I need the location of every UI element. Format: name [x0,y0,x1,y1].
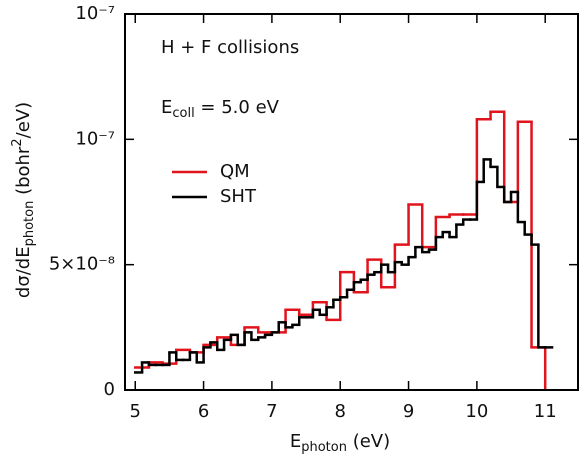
annotation: H + F collisions [161,37,299,58]
x-tick-label: 11 [534,401,557,422]
x-label-part: (eV) [347,431,390,452]
y-tick-label: 10⁻⁷ [75,3,115,24]
legend-label: QM [220,161,250,182]
x-tick-label: 9 [403,401,414,422]
x-tick-label: 10 [465,401,488,422]
plot-frame [124,13,579,391]
y-label-part: (bohr [13,146,34,201]
annotation-sub: coll [172,106,194,121]
annotation-part: = 5.0 eV [195,97,280,118]
x-tick-label: 8 [334,401,345,422]
y-tick-label: 5×10⁻⁸ [49,254,115,275]
x-tick-label: 7 [266,401,277,422]
x-label-part: E [290,431,301,452]
y-label-sup: 2 [10,138,25,146]
y-tick-label: 0 [104,379,115,400]
annotation: Ecoll = 5.0 eV [161,97,280,121]
y-label-part: /eV) [13,102,34,138]
y-tick-label: 10⁻⁷ [75,128,115,149]
x-tick-label: 5 [130,401,141,422]
y-axis-label: dσ/dEphoton (bohr2/eV) [10,102,37,298]
y-label-part: dσ/dE [13,246,34,298]
legend-label: SHT [220,186,257,207]
y-label-sub: photon [22,201,37,247]
x-label-sub: photon [301,440,347,455]
annotation-part: E [161,97,172,118]
x-axis-label: Ephoton (eV) [290,431,390,455]
x-tick-label: 6 [198,401,209,422]
